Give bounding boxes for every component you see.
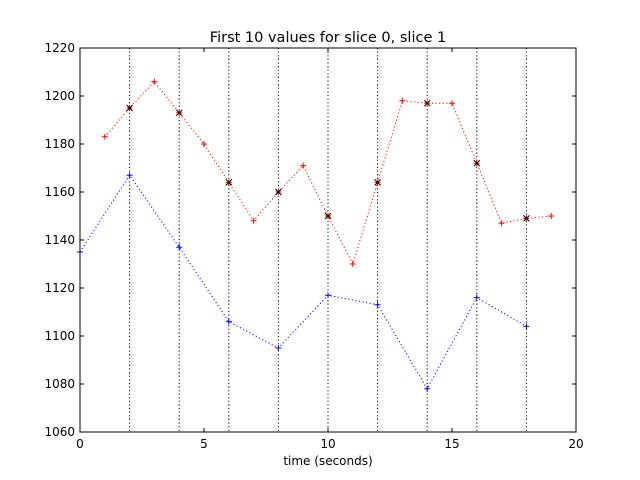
overlay-x-marker bbox=[324, 212, 332, 220]
x-tick-label: 20 bbox=[568, 437, 583, 451]
axis-ticks: 0 5 10 15 20 1060 1080 1100 1120 1140 1160 1180 1200… bbox=[44, 41, 583, 451]
series-1-point bbox=[349, 261, 356, 267]
y-tick-label: 1080 bbox=[44, 377, 75, 391]
chart-title: First 10 values for slice 0, slice 1 bbox=[210, 30, 446, 46]
series-0-point bbox=[325, 292, 331, 299]
y-tick-label: 1140 bbox=[44, 233, 75, 247]
series-1-point bbox=[201, 141, 207, 147]
series-1-point bbox=[498, 220, 505, 227]
x-axis-label: time (seconds) bbox=[283, 454, 372, 468]
y-tick-label: 1120 bbox=[44, 281, 75, 295]
y-tick-label: 1180 bbox=[44, 137, 75, 151]
overlay-x-marker bbox=[423, 99, 431, 107]
overlay-x-marker bbox=[126, 104, 133, 112]
y-tick-label: 1160 bbox=[44, 185, 75, 199]
series-0-point bbox=[176, 244, 183, 251]
overlay-markers bbox=[126, 99, 530, 222]
series-0-point bbox=[523, 323, 530, 330]
x-tick-label: 0 bbox=[76, 437, 84, 451]
series-0-point bbox=[275, 345, 282, 351]
overlay-x-marker bbox=[523, 215, 530, 222]
series-1-point bbox=[250, 217, 257, 224]
series-0-point bbox=[374, 301, 381, 308]
y-tick-label: 1220 bbox=[44, 41, 75, 55]
overlay-x-marker bbox=[225, 179, 233, 186]
series-0-point bbox=[126, 172, 133, 179]
x-tick-label: 10 bbox=[320, 437, 335, 451]
overlay-x-marker bbox=[175, 109, 183, 117]
series-0-line bbox=[79, 174, 527, 390]
series-0-point bbox=[473, 294, 480, 301]
overlay-x-marker bbox=[275, 188, 282, 196]
series-1-point bbox=[399, 97, 406, 104]
series-1-point bbox=[151, 78, 158, 85]
series-1-point bbox=[449, 100, 455, 107]
series-0-point bbox=[225, 318, 232, 325]
overlay-x-marker bbox=[374, 179, 381, 186]
y-tick-label: 1200 bbox=[44, 89, 75, 103]
series-layer bbox=[77, 78, 555, 392]
x-tick-label: 5 bbox=[200, 437, 208, 451]
vertical-markers bbox=[129, 48, 527, 432]
series-0-point bbox=[424, 385, 431, 392]
overlay-x-marker bbox=[473, 159, 481, 167]
series-1-point bbox=[548, 213, 555, 219]
y-tick-label: 1060 bbox=[44, 425, 75, 439]
series-1-point bbox=[101, 133, 108, 140]
y-tick-label: 1100 bbox=[44, 329, 75, 343]
series-1-point bbox=[300, 162, 307, 169]
x-tick-label: 15 bbox=[444, 437, 459, 451]
